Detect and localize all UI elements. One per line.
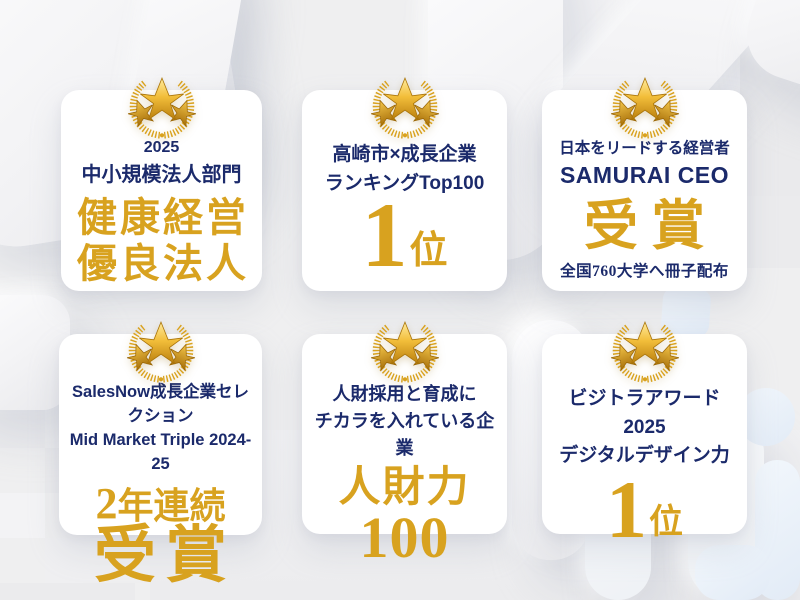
- laurel-star-badge-icon: [118, 64, 206, 145]
- award-card-salesnow: SalesNow成長企業セレクション Mid Market Triple 202…: [59, 334, 262, 587]
- award-heading: SalesNow成長企業セレクション Mid Market Triple 202…: [65, 381, 256, 477]
- award-heading: 人財採用と育成に チカラを入れている企業: [308, 381, 501, 462]
- background-shape: [45, 538, 90, 583]
- rank-number: 1: [361, 184, 408, 286]
- award-heading: 高崎市×成長企業 ランキングTop100: [325, 141, 485, 198]
- award-card-bizitora: ビジトラアワード2025 デジタルデザイン力 1 位: [542, 334, 747, 550]
- award-title: 健康経営 優良法人: [77, 195, 249, 288]
- award-title-line1: 健康経営: [77, 194, 249, 240]
- background-shape: [0, 583, 135, 600]
- award-note: 全国760大学へ冊子配布: [560, 263, 729, 280]
- rank-value: 1 位: [606, 463, 683, 555]
- award-result: 受賞: [93, 521, 236, 590]
- award-heading-line1: SalesNow成長企業セレクション: [72, 383, 249, 425]
- background-shape: [0, 403, 45, 448]
- laurel-star-badge-icon: [601, 64, 689, 145]
- award-card-kenko-keiei: 2025 中小規模法人部門 健康経営 優良法人: [61, 90, 262, 291]
- award-heading-line2: デジタルデザイン力: [559, 445, 730, 466]
- award-category: 中小規模法人部門: [81, 163, 242, 186]
- award-heading-line2: Mid Market Triple 2024-25: [69, 430, 252, 473]
- award-result: 受賞: [584, 196, 718, 256]
- rank-number: 1: [606, 463, 647, 555]
- rank-unit: 位: [409, 229, 448, 272]
- award-heading-line1: 高崎市×成長企業: [332, 144, 477, 165]
- streak-text: 年連続: [117, 485, 226, 526]
- background-shape: [695, 545, 770, 600]
- streak-number: 2: [95, 478, 118, 528]
- laurel-star-badge-icon: [361, 308, 449, 389]
- award-card-takasaki-top100: 高崎市×成長企業 ランキングTop100 1 位: [302, 90, 507, 291]
- award-heading: ビジトラアワード2025 デジタルデザイン力: [548, 385, 741, 471]
- background-shape: [0, 493, 45, 538]
- award-year: 2025: [143, 139, 180, 156]
- award-heading-line2: ランキングTop100: [324, 172, 485, 194]
- award-number: 100: [359, 505, 450, 571]
- background-shape: [0, 295, 70, 410]
- award-card-samurai-ceo: 日本をリードする経営者 SAMURAI CEO 受賞 全国760大学へ冊子配布: [542, 90, 747, 291]
- rank-value: 1 位: [361, 184, 448, 286]
- rank-unit: 位: [649, 504, 683, 542]
- award-heading-line1: ビジトラアワード2025: [568, 388, 721, 438]
- award-card-jinzairyoku-100: 人財採用と育成に チカラを入れている企業 人財力 100: [302, 334, 507, 567]
- laurel-star-badge-icon: [361, 64, 449, 145]
- award-title-line2: 優良法人: [77, 241, 249, 287]
- award-subtitle: 日本をリードする経営者: [559, 140, 730, 157]
- award-heading-line2: チカラを入れている企業: [314, 411, 495, 458]
- award-title: SAMURAI CEO: [559, 162, 730, 189]
- laurel-star-badge-icon: [117, 308, 205, 389]
- laurel-star-badge-icon: [601, 308, 689, 389]
- award-streak: 2年連続: [95, 478, 226, 528]
- award-word: 人財力: [338, 465, 471, 511]
- award-heading-line1: 人財採用と育成に: [332, 384, 477, 404]
